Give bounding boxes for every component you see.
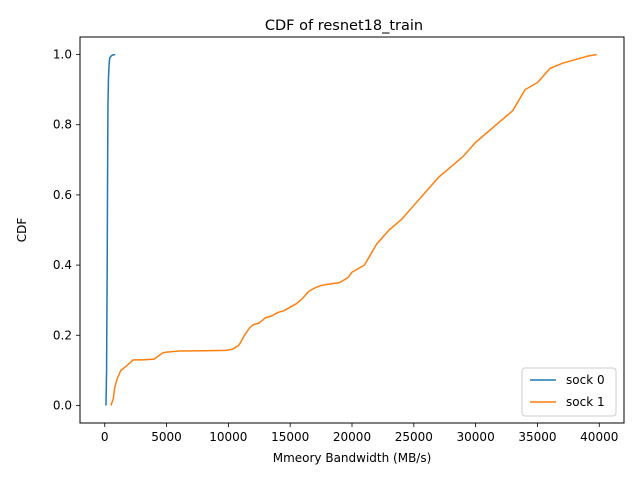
y-axis-ticks: 0.0 0.2 0.4 0.6 0.8 1.0 [53,48,80,412]
y-tick-label: 0.2 [53,328,72,342]
x-tick-label: 30000 [457,430,495,444]
y-tick-label: 1.0 [53,48,72,62]
y-tick-label: 0.4 [53,258,72,272]
legend: sock 0 sock 1 [521,367,617,417]
legend-label-sock-1: sock 1 [566,395,605,409]
x-tick-label: 35000 [518,430,556,444]
x-tick-label: 0 [101,430,109,444]
x-tick-label: 40000 [580,430,618,444]
series-line-sock-1 [110,53,597,406]
x-axis-label: Mmeory Bandwidth (MB/s) [273,451,432,465]
y-tick-label: 0.0 [53,398,72,412]
x-tick-label: 20000 [333,430,371,444]
y-axis-label: CDF [15,218,29,243]
y-tick-label: 0.8 [53,118,72,132]
series-layer [105,53,597,406]
plot-frame [79,36,625,424]
x-tick-label: 10000 [209,430,247,444]
x-tick-label: 25000 [395,430,433,444]
x-tick-label: 5000 [151,430,182,444]
legend-label-sock-0: sock 0 [566,373,605,387]
y-tick-label: 0.6 [53,188,72,202]
x-axis-ticks: 0 5000 10000 15000 20000 25000 30000 35000 40000 [101,423,618,444]
x-tick-label: 15000 [271,430,309,444]
chart-title: CDF of resnet18_train [265,18,423,34]
series-line-sock-0 [105,53,116,406]
